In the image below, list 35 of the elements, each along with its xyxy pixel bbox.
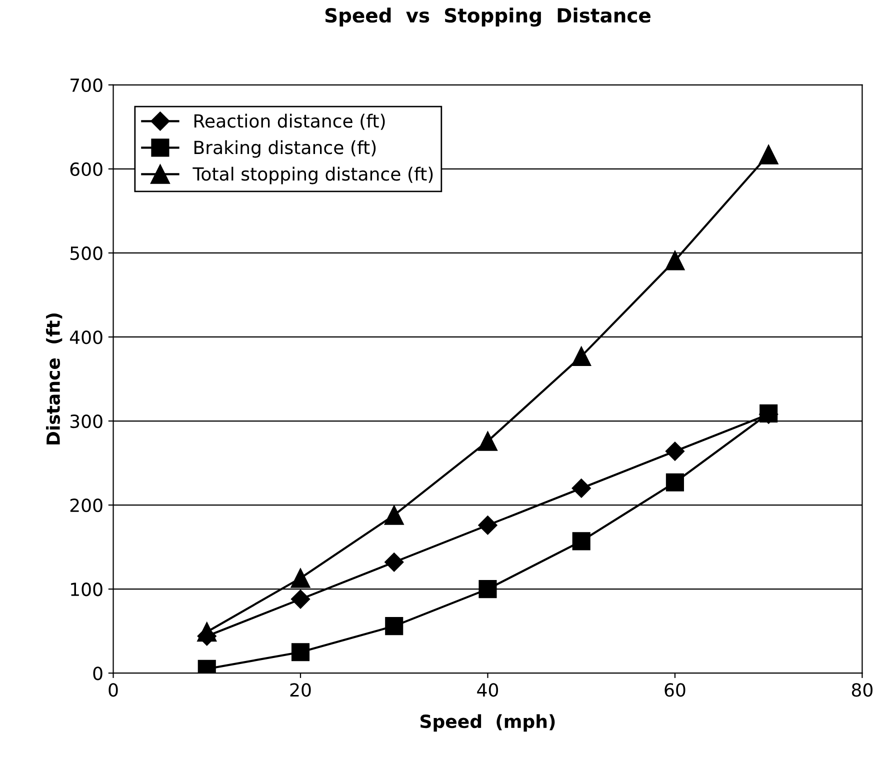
x-tick-label: 0 [108,683,118,697]
legend-label: Reaction distance (ft) [194,114,385,130]
x-tick-label: 80 [852,683,872,697]
point [478,516,498,535]
y-tick-label: 500 [70,246,102,260]
y-tick-label: 300 [70,414,102,428]
y-tick-label: 400 [70,330,102,344]
point [665,442,684,461]
x-tick-label: 20 [290,683,311,697]
point [572,478,591,498]
point [572,346,592,366]
legend-label: Braking distance (ft) [194,140,376,158]
y-tick-label: 0 [93,666,102,680]
x-tick-label: 60 [664,683,686,697]
y-tick-label: 200 [70,498,102,512]
y-tick-label: 100 [71,582,102,596]
y-axis-title: Distance (ft) [46,314,62,444]
chart-title: Speed vs Stopping Distance [325,8,650,27]
point [385,617,404,636]
point [384,552,404,572]
y-tick-label: 600 [70,162,102,176]
point [291,643,310,662]
point [384,505,404,525]
point [666,473,684,492]
y-tick-label: 700 [70,78,102,92]
point [290,568,310,588]
point [665,250,685,270]
point [478,431,498,451]
point [290,590,310,609]
x-axis-title: Speed (mph) [420,714,555,732]
point [478,580,497,598]
point [572,532,590,550]
x-tick-label: 40 [477,683,498,697]
legend-label: Total stopping distance (ft) [192,166,433,184]
point [758,144,778,164]
